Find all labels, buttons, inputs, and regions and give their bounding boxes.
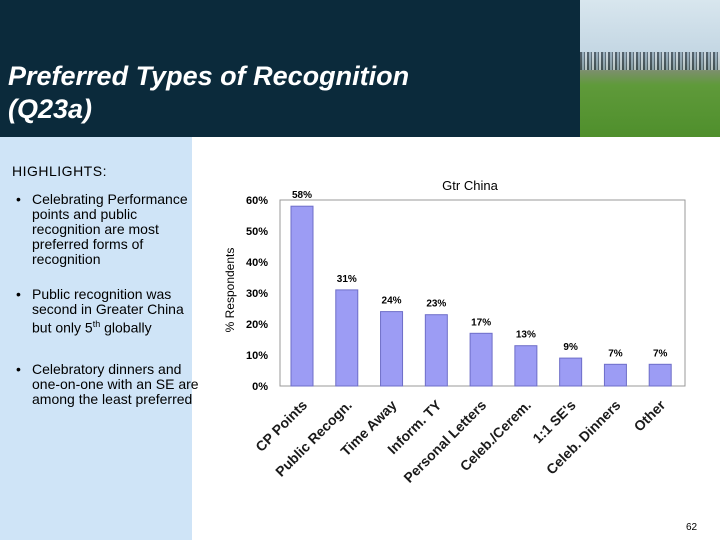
slide-header <box>0 0 720 137</box>
bar <box>648 363 672 387</box>
bar <box>559 357 583 387</box>
bullet-dot: • <box>16 286 21 302</box>
y-tick-label: 60% <box>246 195 268 207</box>
y-tick-label: 40% <box>246 257 268 269</box>
superscript: th <box>92 319 101 329</box>
highlight-text: Celebrating Performance points and publi… <box>32 191 188 267</box>
crowd-silhouette <box>580 52 720 70</box>
highlight-bullet: • Public recognition was second in Greate… <box>16 287 204 336</box>
x-tick-label: Public Recogn. <box>272 397 355 480</box>
y-tick-label: 50% <box>246 226 268 238</box>
data-label: 23% <box>426 299 446 310</box>
data-label: 9% <box>563 342 578 353</box>
bar <box>603 363 627 387</box>
data-label: 13% <box>516 330 536 341</box>
data-label: 7% <box>653 348 668 359</box>
crowd-field-photo <box>580 0 720 137</box>
bar <box>469 332 493 387</box>
highlight-text: globally <box>100 319 152 336</box>
highlight-text: Public recognition was second in Greater… <box>32 286 184 336</box>
bar <box>514 345 538 387</box>
highlight-bullet: • Celebrating Performance points and publ… <box>16 192 204 267</box>
data-label: 58% <box>292 190 312 201</box>
data-label: 17% <box>471 317 491 328</box>
y-tick-label: 0% <box>252 381 268 393</box>
x-tick-label: Personal Letters <box>400 397 489 486</box>
data-label: 24% <box>382 296 402 307</box>
data-label: 7% <box>608 348 623 359</box>
highlights-heading: HIGHLIGHTS: <box>12 163 107 179</box>
y-tick-label: 20% <box>246 319 268 331</box>
bar <box>424 314 448 387</box>
highlights-sidebar <box>0 137 192 540</box>
page-number: 62 <box>686 522 698 533</box>
bar <box>290 205 314 387</box>
chart-title: Gtr China <box>442 178 498 193</box>
x-tick-label: Other <box>631 396 669 434</box>
slide-title: Preferred Types of Recognition (Q23a) <box>8 61 410 124</box>
y-axis-label: % Respondents <box>223 248 237 333</box>
bar <box>335 289 359 387</box>
data-label: 31% <box>337 274 357 285</box>
bullet-dot: • <box>16 361 21 377</box>
y-tick-label: 10% <box>246 350 268 362</box>
bullet-dot: • <box>16 191 21 207</box>
bar <box>380 311 404 387</box>
highlight-bullet: • Celebratory dinners and one-on-one with… <box>16 362 204 407</box>
y-tick-label: 30% <box>246 288 268 300</box>
highlight-text: Celebratory dinners and one-on-one with … <box>32 361 199 407</box>
